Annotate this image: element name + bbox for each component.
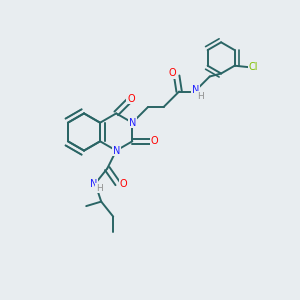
Text: N: N bbox=[192, 85, 199, 95]
Text: O: O bbox=[168, 68, 176, 78]
Text: N: N bbox=[112, 146, 120, 156]
Text: O: O bbox=[127, 94, 135, 104]
Text: N: N bbox=[129, 118, 136, 128]
Text: Cl: Cl bbox=[249, 62, 258, 72]
Text: H: H bbox=[197, 92, 203, 100]
Text: H: H bbox=[96, 184, 103, 193]
Text: O: O bbox=[150, 136, 158, 146]
Text: O: O bbox=[119, 179, 127, 189]
Text: N: N bbox=[90, 178, 98, 189]
